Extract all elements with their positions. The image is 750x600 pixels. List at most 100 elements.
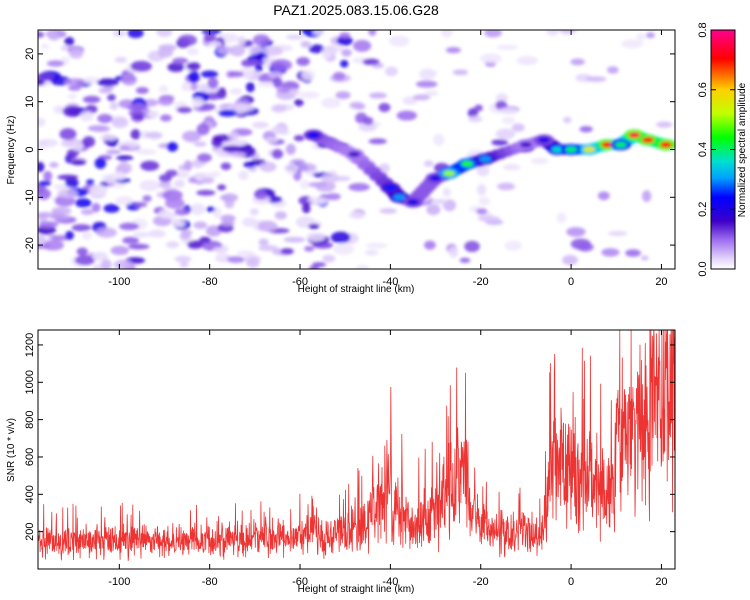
heatmap-noise-cell: [76, 247, 88, 257]
colorbar-tick-label: 0.6: [697, 82, 709, 97]
heatmap-noise-cell: [127, 243, 150, 250]
heatmap-noise-cell: [156, 30, 173, 38]
heatmap-y-axis-label: Frequency (Hz): [6, 116, 17, 185]
heatmap-noise-cell: [272, 77, 283, 88]
heatmap-noise-cell: [384, 66, 398, 77]
colorbar-tick-label: 0.4: [697, 142, 709, 157]
heatmap-noise-cell: [159, 114, 172, 122]
heatmap-noise-cell: [495, 93, 508, 103]
heatmap-noise-cell: [89, 184, 108, 196]
heatmap-noise-cell: [579, 125, 593, 133]
heatmap-noise-cell: [546, 30, 559, 36]
heatmap-noise-cell: [607, 230, 628, 237]
heatmap-noise-cell: [336, 36, 353, 46]
heatmap-ridge-point: [537, 136, 550, 143]
heatmap-noise-cell: [431, 198, 448, 205]
heatmap-y-tick-label: 10: [24, 96, 36, 108]
heatmap-y-tick-label: -10: [24, 189, 36, 205]
heatmap-noise-cell: [139, 179, 160, 192]
heatmap-noise-cell: [642, 190, 652, 203]
heatmap-noise-cell: [516, 56, 538, 66]
heatmap-noise-cell: [166, 241, 180, 249]
heatmap-ridge-point: [443, 170, 456, 177]
heatmap-noise-cell: [308, 265, 320, 269]
heatmap-noise-cell: [38, 117, 46, 127]
heatmap-noise-cell: [321, 172, 340, 184]
heatmap-noise-cell: [182, 130, 202, 143]
heatmap-noise-cell: [479, 53, 502, 64]
heatmap-ridge-point: [348, 151, 361, 158]
heatmap-noise-cell: [300, 40, 312, 49]
heatmap-ridge-point: [565, 146, 578, 153]
snr-x-tick-label: -60: [292, 576, 308, 588]
colorbar: 0.0 0.2 0.4 0.6 0.8 Normalized spectral ampl…: [697, 22, 748, 276]
heatmap-noise-cell: [59, 128, 77, 141]
heatmap-noise-cell: [89, 125, 111, 133]
heatmap-noise-cell: [476, 164, 490, 177]
heatmap-noise-cell: [298, 91, 320, 99]
heatmap-y-tick-label: 20: [24, 48, 36, 60]
heatmap-noise-cell: [300, 179, 310, 190]
heatmap-noise-cell: [158, 209, 171, 219]
heatmap-noise-cell: [268, 71, 283, 79]
heatmap-noise-cell: [174, 255, 192, 263]
heatmap-noise-cell: [220, 221, 235, 227]
heatmap-noise-cell: [252, 34, 270, 46]
heatmap-ridge-point: [461, 160, 474, 167]
heatmap-noise-cell: [302, 203, 311, 214]
heatmap-noise-cell: [285, 162, 298, 175]
heatmap-x-tick-label: -20: [473, 276, 489, 288]
heatmap-noise-cell: [135, 148, 157, 155]
heatmap-noise-cell: [157, 96, 174, 106]
heatmap-noise-cell: [173, 179, 186, 188]
heatmap-noise-cell: [656, 121, 673, 128]
heatmap-noise-cell: [132, 231, 151, 238]
heatmap-noise-cell: [176, 106, 193, 114]
heatmap-noise-cell: [91, 202, 101, 213]
heatmap-noise-cell: [312, 30, 326, 35]
heatmap-noise-cell: [38, 188, 51, 200]
heatmap-noise-cell: [597, 191, 610, 201]
heatmap-noise-cell: [119, 145, 130, 151]
heatmap-noise-cell: [333, 243, 355, 255]
heatmap-noise-cell: [468, 115, 483, 123]
heatmap-noise-cell: [211, 146, 221, 153]
heatmap-noise-cell: [203, 32, 216, 43]
heatmap-noise-cell: [379, 208, 398, 214]
heatmap-noise-cell: [467, 108, 479, 119]
heatmap-noise-cell: [369, 92, 387, 99]
snr-y-axis-label: SNR (10 * v/v): [6, 418, 17, 482]
colorbar-tick-label: 0.8: [697, 22, 709, 37]
chart-title: PAZ1.2025.083.15.06.G28: [273, 2, 439, 18]
heatmap-noise-cell: [113, 259, 133, 269]
heatmap-noise-cell: [190, 203, 205, 216]
heatmap-noise-cell: [148, 229, 166, 238]
heatmap-noise-cell: [158, 180, 171, 189]
heatmap-noise-layer: [38, 30, 673, 269]
heatmap-noise-cell: [424, 70, 438, 76]
heatmap-noise-cell: [81, 231, 93, 241]
colorbar-ticks: 0.0 0.2 0.4 0.6 0.8: [697, 22, 735, 277]
heatmap-noise-cell: [94, 157, 107, 169]
heatmap-noise-cell: [563, 116, 572, 124]
snr-y-tick-label: 200: [24, 522, 36, 540]
heatmap-noise-cell: [258, 245, 279, 252]
snr-x-tick-label: 0: [568, 576, 574, 588]
heatmap-noise-cell: [243, 161, 256, 168]
snr-series-group: [38, 330, 675, 561]
heatmap-noise-cell: [306, 182, 328, 188]
heatmap-noise-cell: [271, 104, 287, 113]
heatmap-noise-cell: [280, 248, 294, 255]
heatmap-noise-cell: [306, 232, 326, 242]
heatmap-noise-cell: [229, 45, 246, 57]
heatmap-noise-cell: [115, 196, 134, 206]
heatmap-noise-cell: [206, 206, 216, 213]
heatmap-noise-cell: [80, 208, 94, 216]
colorbar-label: Normalized spectral amplitude: [737, 82, 748, 217]
snr-axes: -100 -80 -60 -40 -20 0 20 200 400 600 800 1000 1200: [24, 330, 675, 588]
heatmap-noise-cell: [164, 197, 185, 209]
heatmap-noise-cell: [296, 56, 310, 66]
heatmap-noise-cell: [216, 251, 226, 261]
